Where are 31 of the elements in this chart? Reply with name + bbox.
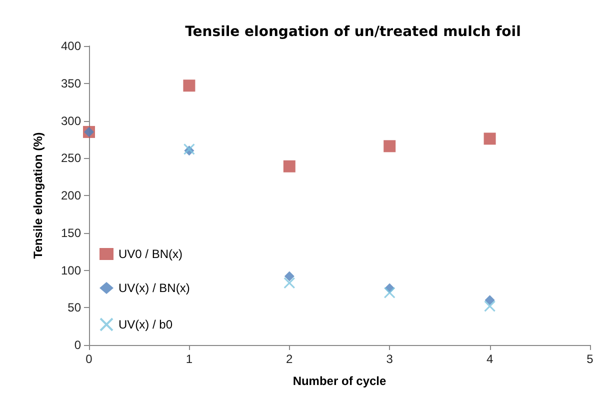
point <box>183 80 196 92</box>
legend-label: UV(x) / BN(x) <box>118 281 190 295</box>
chart-title: Tensile elongation of un/treated mulch foil <box>185 24 521 40</box>
point <box>484 300 496 312</box>
y-tick-label: 0 <box>74 338 82 352</box>
y-tick-label: 250 <box>60 151 82 166</box>
point <box>284 271 294 282</box>
x-tick-label: 4 <box>486 352 494 366</box>
x-tick-label: 3 <box>386 352 394 366</box>
legend-label: UV0 / BN(x) <box>118 247 183 261</box>
y-tick-label: 100 <box>60 263 82 278</box>
y-tick-label: 150 <box>60 226 82 240</box>
y-tick-label: 300 <box>60 114 82 128</box>
point <box>384 286 396 298</box>
x-tick-label: 1 <box>186 352 193 366</box>
point <box>283 160 296 172</box>
y-tick-label: 50 <box>68 300 82 315</box>
x-tick-label: 2 <box>286 352 294 366</box>
point <box>484 295 495 306</box>
point <box>484 132 496 145</box>
legend-label: UV(x) / b0 <box>118 318 173 332</box>
y-axis-title: Tensile elongation (%) <box>31 132 45 259</box>
y-tick-label: 400 <box>60 39 82 53</box>
x-tick-label: 5 <box>586 352 594 366</box>
point <box>384 140 396 152</box>
x-tick-label: 0 <box>86 352 93 366</box>
x-axis-title: Number of cycle <box>292 374 386 388</box>
y-tick-label: 350 <box>60 76 82 90</box>
point <box>183 143 195 155</box>
point <box>284 277 296 289</box>
y-tick-label: 200 <box>60 188 82 202</box>
